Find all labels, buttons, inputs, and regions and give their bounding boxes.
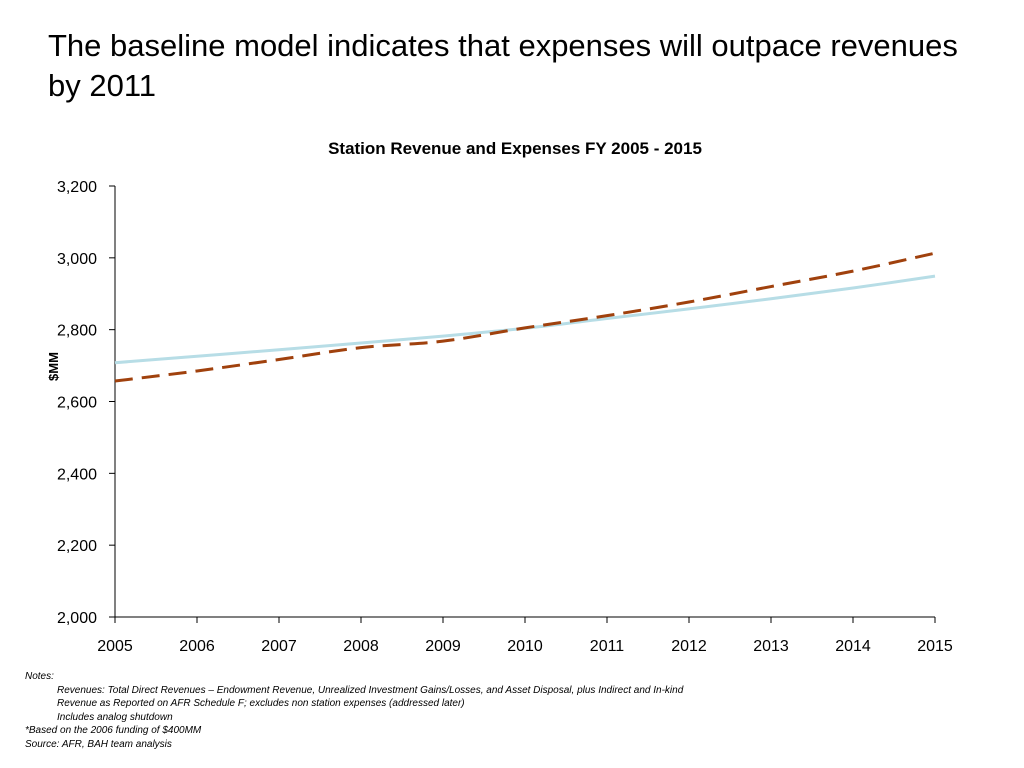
y-tick-label: 2,000 — [57, 610, 97, 627]
x-tick-label: 2009 — [425, 638, 461, 655]
y-axis-label: $MM — [46, 352, 61, 381]
x-tick-label: 2010 — [507, 638, 543, 655]
notes-source: Source: AFR, BAH team analysis — [25, 738, 172, 750]
y-tick-label: 2,400 — [57, 466, 97, 483]
chart-series — [114, 251, 936, 383]
x-tick-label: 2012 — [671, 638, 707, 655]
expenses-line — [114, 251, 936, 383]
y-tick-label: 3,000 — [57, 251, 97, 268]
x-tick-label: 2008 — [343, 638, 379, 655]
y-tick-label: 2,200 — [57, 538, 97, 555]
x-tick-label: 2015 — [917, 638, 953, 655]
y-tick-label: 2,800 — [57, 323, 97, 340]
x-tick-label: 2014 — [835, 638, 871, 655]
x-tick-label: 2006 — [179, 638, 215, 655]
y-tick-label: 2,600 — [57, 395, 97, 412]
chart-labels: 2,000 2,200 2,400 2,600 2,800 3,000 3,200 2005 2… — [46, 179, 953, 655]
x-tick-label: 2011 — [590, 638, 625, 655]
chart-title: Station Revenue and Expenses FY 2005 - 2… — [328, 139, 702, 158]
x-tick-label: 2005 — [97, 638, 133, 655]
x-tick-label: 2013 — [753, 638, 789, 655]
notes-line: Revenues: Total Direct Revenues – Endowm… — [57, 684, 684, 696]
notes-line: Includes analog shutdown — [57, 711, 173, 723]
notes: Notes: Revenues: Total Direct Revenues –… — [25, 670, 1005, 752]
notes-line: Revenue as Reported on AFR Schedule F; e… — [57, 698, 465, 710]
y-tick-label: 3,200 — [57, 179, 97, 196]
revenue-line — [114, 274, 936, 365]
notes-footnote: *Based on the 2006 funding of $400MM — [25, 725, 202, 737]
x-tick-label: 2007 — [261, 638, 297, 655]
notes-heading: Notes: — [25, 671, 54, 682]
chart-axes — [109, 185, 936, 623]
slide-title: The baseline model indicates that expens… — [48, 28, 958, 103]
